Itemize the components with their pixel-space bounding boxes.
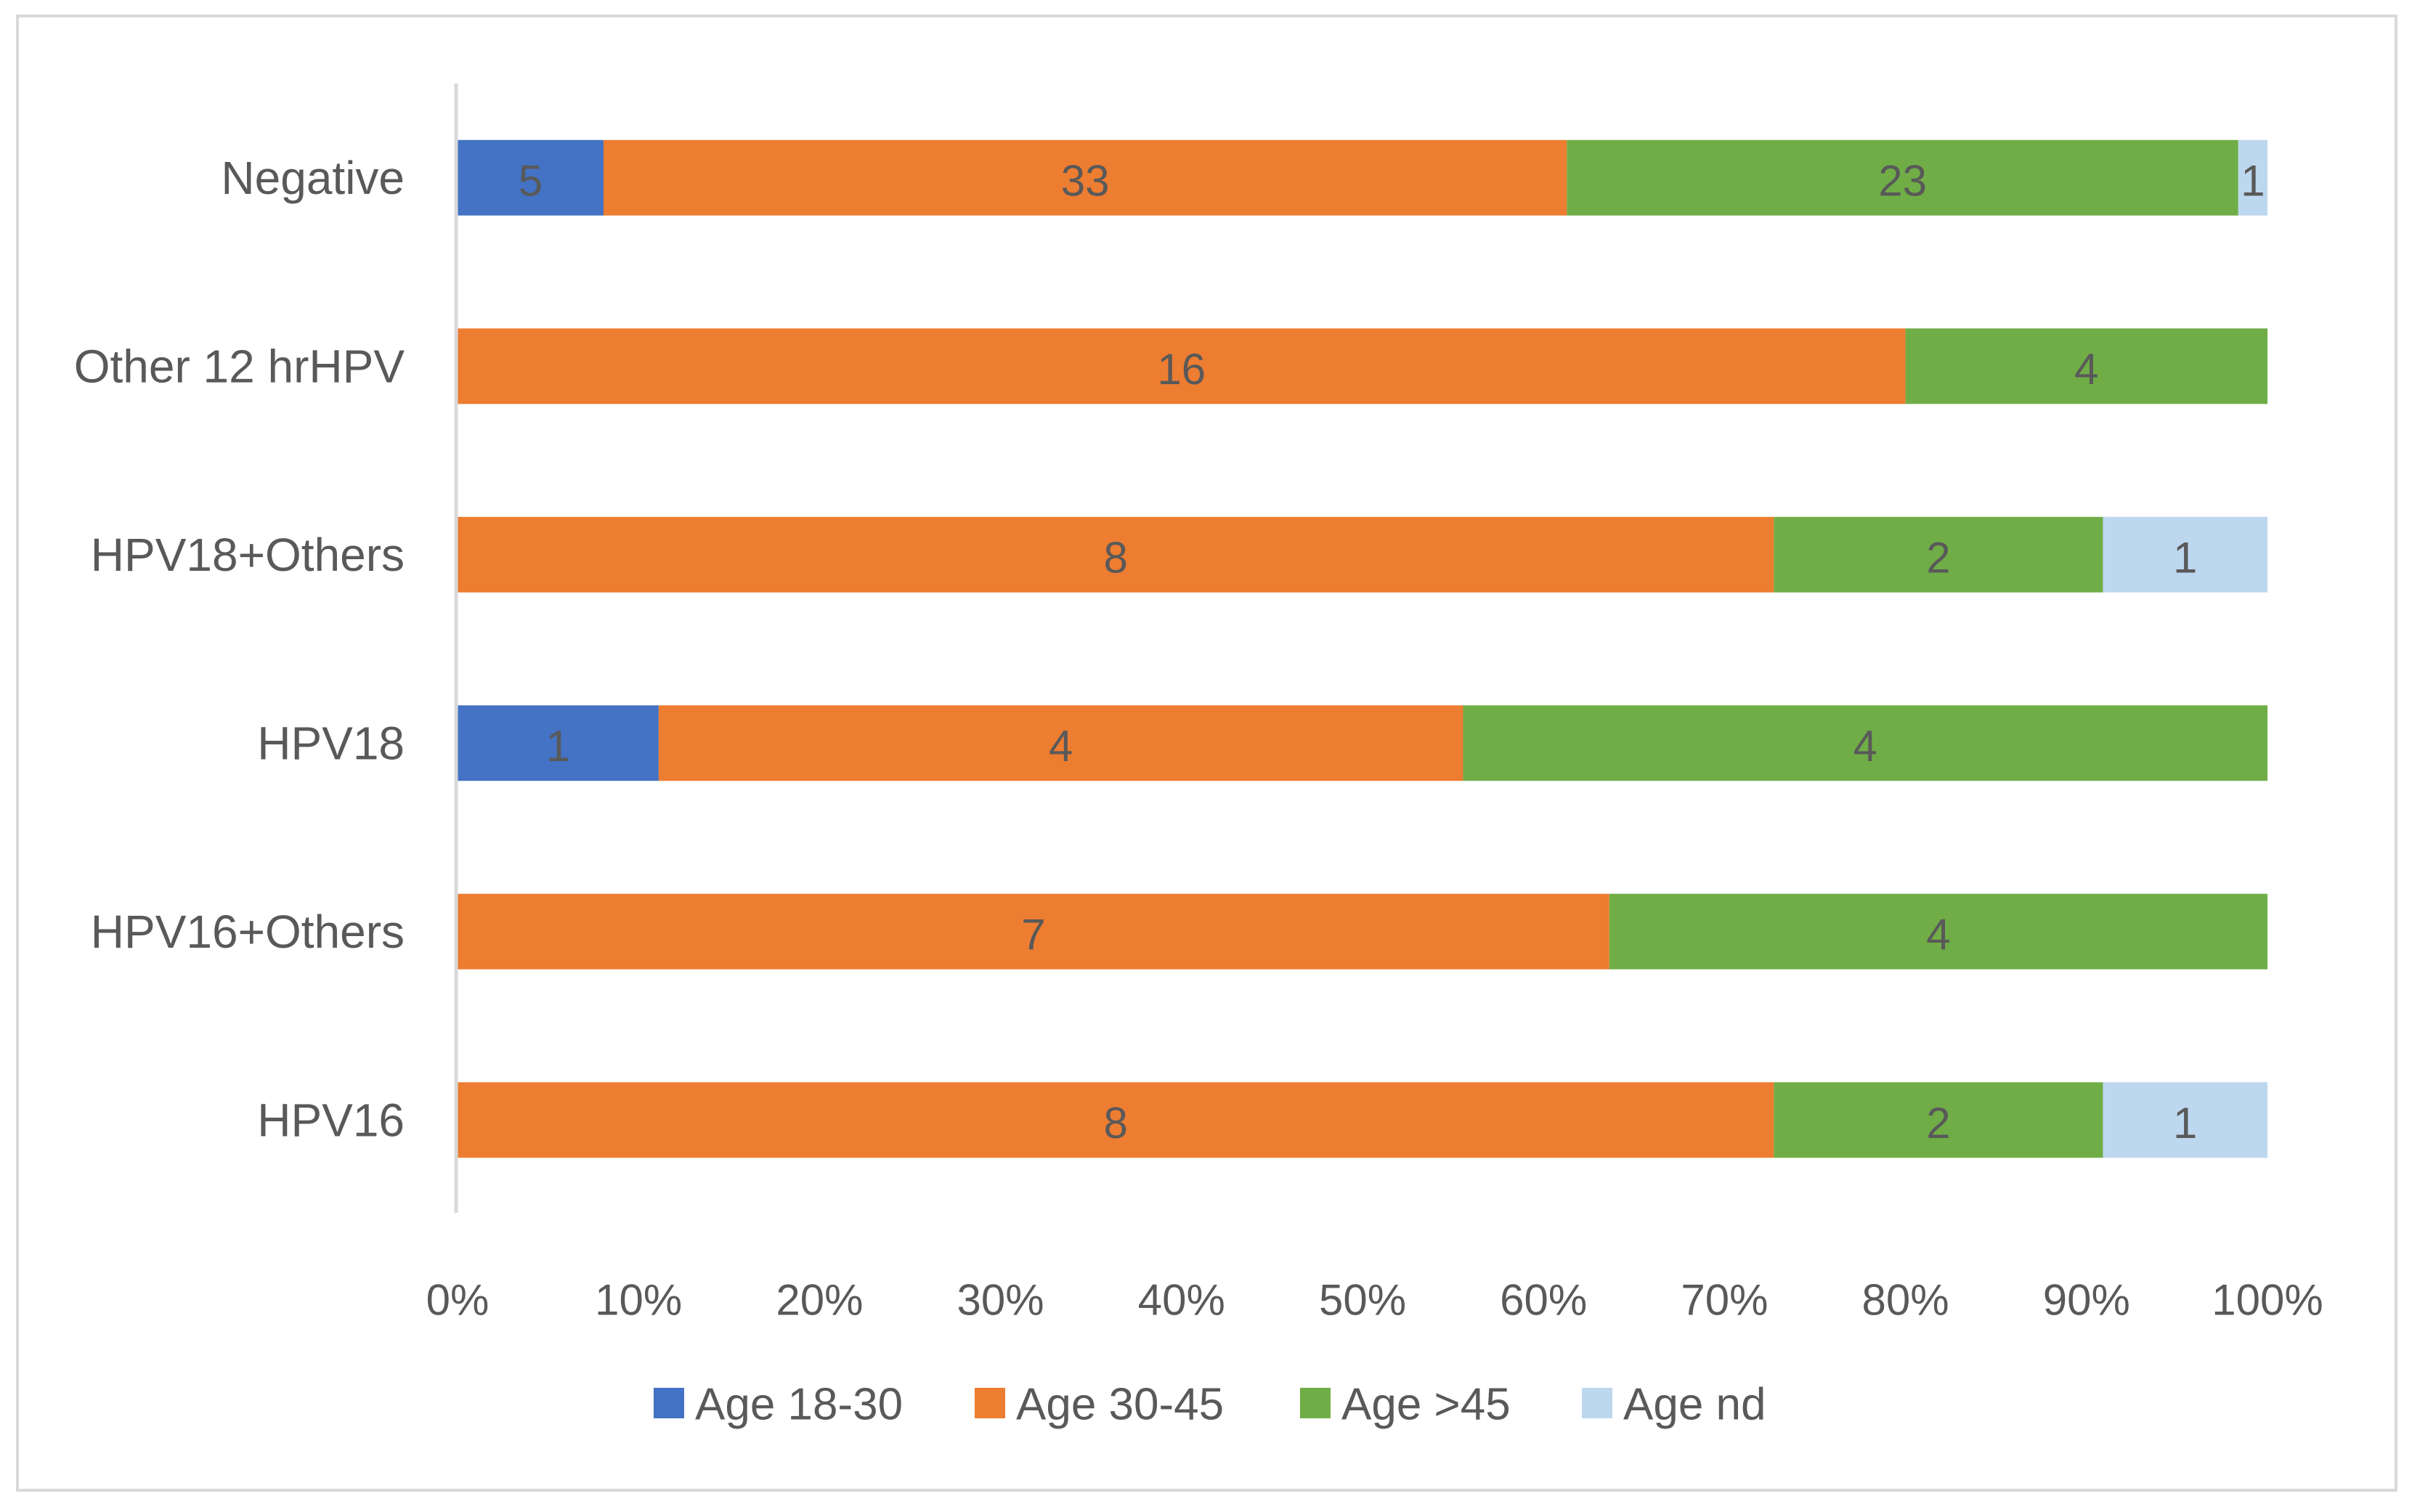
x-tick-label-5: 50%	[1319, 1276, 1406, 1325]
data-label-hpv16-others-age-30-45: 7	[1021, 910, 1045, 959]
data-label-hpv16-age-45: 2	[1926, 1099, 1950, 1147]
data-label-hpv18-age-30-45: 4	[1049, 722, 1073, 771]
data-label-hpv18-others-age-45: 2	[1926, 533, 1950, 582]
category-label-other-12-hrhpv: Other 12 hrHPV	[74, 340, 405, 392]
bar-hpv16-age-30-45	[458, 1082, 1774, 1158]
data-label-hpv18-others-age-nd: 1	[2173, 533, 2197, 582]
bar-other-12-hrhpv-age-45	[1905, 328, 2267, 405]
data-label-hpv16-others-age-45: 4	[1926, 910, 1950, 959]
legend-label-age-30-45: Age 30-45	[1016, 1380, 1224, 1430]
x-tick-labels-layer: 0% 10% 20% 30% 40% 50% 60% 70% 80% 90% 100%	[426, 1276, 2323, 1325]
data-labels-layer: 5 33 23 1 16 4 8 2 1 1 4 4 7 4 8 2 1	[519, 156, 2265, 1147]
x-tick-label-1: 10%	[595, 1276, 682, 1325]
x-tick-label-0: 0%	[426, 1276, 490, 1325]
data-label-negative-age-18-30: 5	[519, 156, 543, 205]
bar-negative-age-30-45	[603, 139, 1567, 216]
x-tick-label-2: 20%	[776, 1276, 863, 1325]
x-tick-label-10: 100%	[2212, 1276, 2323, 1325]
data-label-negative-age-30-45: 33	[1061, 156, 1110, 205]
x-tick-label-3: 30%	[957, 1276, 1044, 1325]
bar-negative-age-18-30	[458, 139, 604, 216]
bar-hpv18-others-age-30-45	[458, 516, 1774, 593]
bar-hpv18-others-age-45	[1774, 516, 2103, 593]
x-tick-label-8: 80%	[1862, 1276, 1949, 1325]
data-label-hpv16-age-30-45: 8	[1103, 1099, 1127, 1147]
bar-hpv16-age-nd	[2103, 1082, 2267, 1158]
x-tick-label-9: 90%	[2043, 1276, 2130, 1325]
data-label-hpv16-age-nd: 1	[2173, 1099, 2197, 1147]
bar-hpv18-others-age-nd	[2103, 516, 2267, 593]
legend-label-age-nd: Age nd	[1623, 1380, 1766, 1430]
data-label-negative-age-45: 23	[1878, 156, 1927, 205]
x-tick-label-4: 40%	[1138, 1276, 1225, 1325]
x-tick-label-6: 60%	[1500, 1276, 1587, 1325]
bar-hpv16-age-45	[1774, 1082, 2103, 1158]
legend-label-age-18-30: Age 18-30	[695, 1380, 903, 1430]
bar-hpv18-age-45	[1463, 705, 2267, 781]
data-label-hpv18-age-18-30: 1	[546, 722, 570, 771]
legend-swatch-age-nd	[1582, 1388, 1612, 1418]
category-label-hpv18: HPV18	[257, 717, 405, 769]
bar-hpv18-age-18-30	[458, 705, 659, 781]
x-tick-label-7: 70%	[1681, 1276, 1768, 1325]
bar-negative-age-45	[1567, 139, 2238, 216]
data-label-hpv18-others-age-30-45: 8	[1103, 533, 1127, 582]
bar-negative-age-nd	[2238, 139, 2267, 216]
category-label-negative: Negative	[221, 152, 405, 204]
bar-hpv16-others-age-30-45	[458, 893, 1609, 970]
legend-label-age-45: Age >45	[1341, 1380, 1511, 1430]
legend-swatch-age-18-30	[654, 1388, 684, 1418]
data-label-other-12-hrhpv-age-45: 4	[2074, 345, 2098, 394]
category-labels-layer: Negative Other 12 hrHPV HPV18+Others HPV18 H…	[74, 152, 405, 1147]
data-label-negative-age-nd: 1	[2241, 156, 2265, 205]
bar-hpv16-others-age-45	[1609, 893, 2267, 970]
bars-layer	[458, 139, 2267, 1158]
legend-swatch-age-45	[1300, 1388, 1331, 1418]
category-label-hpv16-others: HPV16+Others	[91, 906, 405, 958]
category-label-hpv16: HPV16	[257, 1094, 405, 1146]
data-label-hpv18-age-45: 4	[1853, 722, 1877, 771]
legend-swatch-age-30-45	[975, 1388, 1005, 1418]
category-label-hpv18-others: HPV18+Others	[91, 529, 405, 581]
legend: Age 18-30 Age 30-45 Age >45 Age nd	[654, 1380, 1766, 1430]
data-label-other-12-hrhpv-age-30-45: 16	[1157, 345, 1206, 394]
bar-hpv18-age-30-45	[658, 705, 1463, 781]
bar-other-12-hrhpv-age-30-45	[458, 328, 1906, 405]
